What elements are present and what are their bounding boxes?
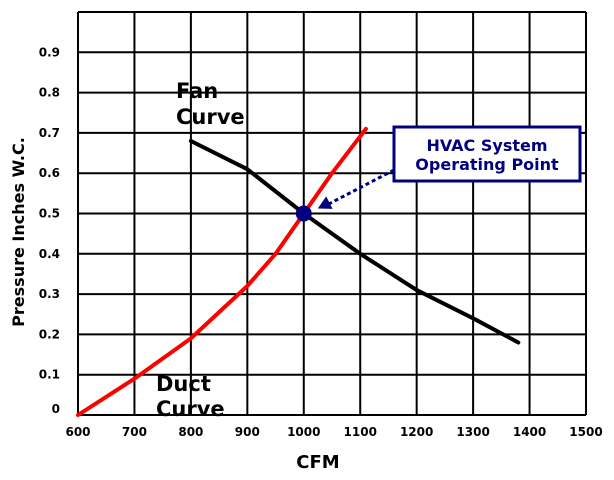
x-tick-label: 1100 (344, 425, 377, 439)
x-tick-label: 600 (65, 425, 90, 439)
y-tick-label: 0 (52, 402, 60, 416)
fan-curve-line (188, 139, 521, 345)
callout-box (392, 125, 582, 183)
operating-point (295, 205, 312, 222)
y-tick-label: 0.7 (39, 126, 60, 140)
y-tick-label: 0.6 (39, 166, 60, 180)
x-tick-label: 1200 (400, 425, 433, 439)
x-tick-label: 1500 (569, 425, 602, 439)
chart-grid (77, 11, 587, 416)
arrow-shaft (327, 168, 395, 206)
operating-point-marker (295, 205, 312, 222)
x-tick-label: 1400 (513, 425, 546, 439)
y-axis-title: Pressure Inches W.C. (9, 137, 28, 327)
x-tick-label: 700 (122, 425, 147, 439)
y-tick-label: 0.9 (39, 45, 60, 59)
duct-curve-label-line1: Duct (156, 372, 211, 396)
y-tick-label: 0.4 (39, 247, 60, 261)
fan-curve-label-line2: Curve (176, 105, 245, 129)
x-axis-title: CFM (296, 452, 339, 473)
x-tick-label: 1000 (287, 425, 320, 439)
y-tick-labels: 0 0.1 0.2 0.3 0.4 0.5 0.6 0.7 0.8 0.9 (39, 45, 60, 416)
arrow-head (317, 196, 333, 209)
x-tick-label: 800 (178, 425, 203, 439)
duct-curve-line (76, 126, 368, 417)
curves (76, 126, 521, 417)
y-tick-label: 0.1 (39, 368, 60, 382)
fan-curve-label-line1: Fan (176, 79, 218, 103)
callout-line2: Operating Point (415, 155, 559, 174)
y-tick-label: 0.3 (39, 287, 60, 301)
duct-curve-label-line2: Curve (156, 397, 225, 421)
y-tick-label: 0.5 (39, 207, 60, 221)
x-tick-label: 1300 (456, 425, 489, 439)
y-tick-label: 0.8 (39, 86, 60, 100)
callout-arrow (317, 168, 395, 209)
callout-line1: HVAC System (426, 136, 547, 155)
x-tick-label: 900 (235, 425, 260, 439)
x-tick-labels: 600 700 800 900 1000 1100 1200 1300 1400 1500 (65, 425, 602, 439)
y-tick-label: 0.2 (39, 327, 60, 341)
operating-point-callout: HVAC System Operating Point (392, 125, 582, 183)
